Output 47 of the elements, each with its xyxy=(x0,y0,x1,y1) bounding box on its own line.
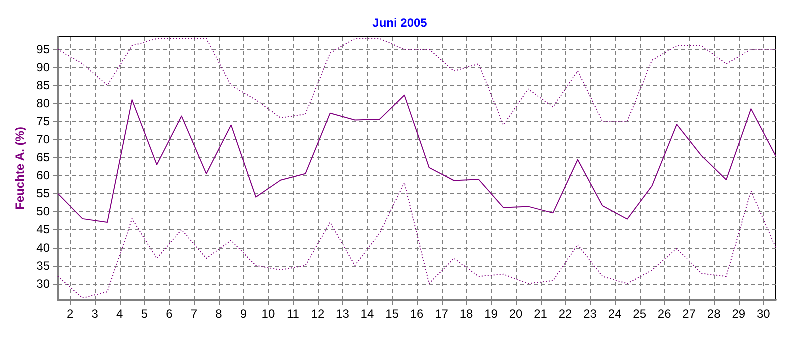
y-tick-label: 45 xyxy=(36,222,50,237)
x-tick-label: 15 xyxy=(386,307,400,321)
x-tick-label: 19 xyxy=(484,307,498,321)
y-tick-label: 90 xyxy=(36,60,50,75)
x-tick-label: 14 xyxy=(360,307,374,321)
y-tick-label: 60 xyxy=(36,168,50,183)
x-tick-label: 3 xyxy=(92,307,99,321)
y-tick-label: 85 xyxy=(36,78,50,93)
x-tick-label: 29 xyxy=(732,307,746,321)
y-tick-label: 30 xyxy=(36,276,50,291)
x-tick-label: 13 xyxy=(336,307,350,321)
x-tick-label: 26 xyxy=(658,307,672,321)
x-tick-label: 23 xyxy=(584,307,598,321)
x-tick-label: 2 xyxy=(67,307,74,321)
y-tick-label: 35 xyxy=(36,258,50,273)
x-tick-label: 7 xyxy=(190,307,198,321)
x-tick-label: 28 xyxy=(707,307,722,321)
y-tick-label: 95 xyxy=(36,42,50,57)
y-tick-label: 55 xyxy=(36,186,50,201)
x-tick-label: 30 xyxy=(756,307,771,321)
y-tick-label: 70 xyxy=(36,132,50,147)
x-tick-label: 25 xyxy=(633,307,647,321)
x-tick-label: 20 xyxy=(509,307,524,321)
x-tick-label: 24 xyxy=(608,307,622,321)
y-tick-label: 80 xyxy=(36,96,50,111)
chart-title: Juni 2005 xyxy=(372,16,428,30)
x-tick-label: 11 xyxy=(286,307,300,321)
y-tick-label: 50 xyxy=(36,204,50,219)
x-tick-label: 27 xyxy=(682,307,696,321)
x-tick-label: 8 xyxy=(216,307,223,321)
y-tick-label: 75 xyxy=(36,114,50,129)
x-tick-label: 6 xyxy=(166,307,174,321)
x-tick-label: 4 xyxy=(116,307,124,321)
x-tick-label: 12 xyxy=(311,307,325,321)
x-tick-label: 5 xyxy=(141,307,148,321)
x-tick-label: 21 xyxy=(534,307,548,321)
x-tick-label: 9 xyxy=(240,307,248,321)
x-tick-label: 16 xyxy=(410,307,424,321)
x-tick-label: 18 xyxy=(460,307,474,321)
x-tick-label: 10 xyxy=(262,307,276,321)
y-tick-label: 40 xyxy=(36,240,50,255)
y-axis-title: Feuchte A. (%) xyxy=(12,127,27,210)
x-tick-label: 17 xyxy=(435,307,449,321)
y-tick-label: 65 xyxy=(36,150,50,165)
line-series xyxy=(58,38,776,126)
x-tick-label: 22 xyxy=(558,307,573,321)
line-series xyxy=(58,94,776,224)
